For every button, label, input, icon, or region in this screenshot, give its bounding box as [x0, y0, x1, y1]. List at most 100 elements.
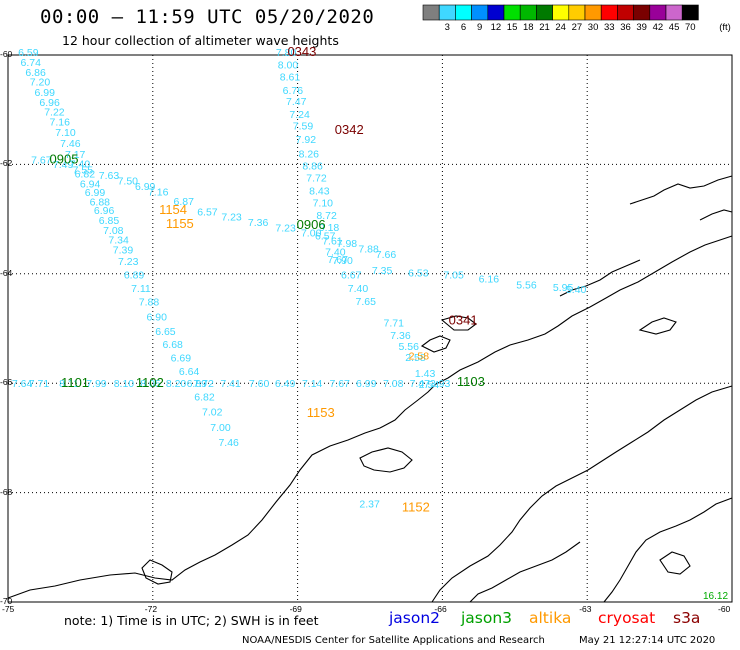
color-scale-label: 21: [539, 22, 550, 33]
swh-value: 6.99: [85, 187, 106, 199]
latitude-label: -68: [0, 486, 13, 497]
swh-value: 7.02: [202, 406, 223, 418]
swh-value: 7.67: [31, 154, 52, 166]
swh-value: 7.36: [390, 330, 411, 342]
color-scale-swatch: [649, 4, 667, 21]
swh-value: 8.43: [309, 185, 330, 197]
pass-time-label: 0905: [50, 151, 79, 166]
swh-value: 7.00: [301, 228, 322, 240]
pass-time-label: 1155: [166, 216, 194, 231]
swh-value: 6.99: [356, 378, 377, 390]
satellite-name-jason2: jason2: [389, 609, 441, 627]
swh-value: 6.67: [341, 270, 362, 282]
pass-time-label: 1102: [136, 375, 164, 390]
swh-value: 7.16: [50, 117, 71, 129]
latitude-label: -62: [0, 158, 13, 169]
swh-value: 7.41: [220, 378, 241, 390]
swh-value: 7.61: [322, 235, 343, 247]
swh-value: 7.47: [286, 96, 307, 108]
latitude-label: -64: [0, 267, 13, 278]
satellite-name-altika: altika: [529, 609, 572, 627]
pass-time-label: 0342: [335, 122, 364, 137]
longitude-label: -75: [2, 604, 15, 614]
color-scale-label: 45: [668, 22, 680, 33]
swh-value: 6.89: [124, 270, 145, 282]
color-scale-label: 9: [477, 22, 483, 33]
swh-value: 6.94: [80, 178, 101, 190]
color-scale-label: 6: [460, 22, 467, 33]
swh-value: 7.11: [131, 283, 151, 295]
color-scale-label: 15: [506, 22, 518, 33]
swh-value: 2.58: [409, 351, 430, 363]
swh-value: 7.71: [29, 378, 50, 390]
swh-value: 6.69: [171, 352, 192, 364]
swh-value: 6.90: [147, 311, 168, 323]
satellite-name-s3a: s3a: [673, 609, 701, 627]
color-scale-swatch: [584, 4, 602, 21]
swh-value: 7.72: [306, 172, 327, 184]
swh-value: 7.17: [65, 149, 86, 161]
color-scale-swatch: [455, 4, 472, 21]
color-scale-swatch: [681, 4, 699, 21]
swh-value: 3.93: [430, 378, 451, 390]
swh-value: 6.59: [18, 47, 39, 59]
swh-value: 7.67: [328, 254, 349, 266]
color-scale-swatch: [617, 4, 634, 21]
color-scale-label: 27: [571, 22, 583, 33]
footer-note: note: 1) Time is in UTC; 2) SWH is in fe…: [64, 613, 319, 628]
swh-value: 7.80: [276, 47, 297, 59]
swh-value: 7.66: [376, 249, 397, 261]
swh-value: 7.36: [248, 217, 269, 229]
swh-value: 7.46: [60, 138, 81, 150]
swh-value: 9.18: [319, 222, 340, 234]
swh-value: 7.55: [73, 165, 94, 177]
coastline-segment: [141, 559, 173, 585]
latitude-label: -60: [0, 49, 13, 59]
swh-value: 6.82: [194, 392, 215, 404]
swh-value: 7.63: [99, 170, 120, 182]
coastline-segment: [440, 315, 477, 331]
swh-value: 7.50: [118, 176, 139, 188]
color-scale-label: 36: [620, 22, 631, 33]
swh-value: 6.99: [35, 87, 56, 99]
swh-value: 6.64: [179, 366, 200, 378]
credit-line: NOAA/NESDIS Center for Satellite Applica…: [242, 635, 545, 646]
swh-value: 2.54: [419, 379, 440, 391]
swh-value: 7.65: [356, 296, 377, 308]
color-scale-label: 42: [652, 22, 664, 33]
swh-value: 7.99: [86, 378, 107, 390]
swh-value: 7.71: [384, 317, 405, 329]
swh-value: 7.49: [53, 159, 74, 171]
swh-value: 7.40: [70, 159, 91, 171]
swh-value: 6.16: [479, 274, 500, 286]
color-scale: [422, 4, 699, 21]
swh-value: 7.05: [443, 270, 464, 282]
swh-value: 7.10: [313, 198, 334, 210]
color-scale-swatch: [487, 4, 505, 21]
swh-value: 6.96: [94, 205, 115, 217]
color-scale-swatch: [422, 4, 440, 21]
map-frame: [7, 54, 733, 603]
coastline: [7, 175, 733, 603]
swh-value: 6.88: [90, 196, 111, 208]
color-scale-swatch: [552, 4, 570, 21]
swh-value: 7.35: [372, 265, 393, 277]
longitude-label: -72: [144, 604, 158, 614]
color-scale-swatch: [600, 4, 618, 21]
color-scale-label: 12: [490, 22, 502, 33]
swh-value: 7.10: [55, 127, 76, 139]
swh-value: 6.57: [197, 206, 218, 218]
coastline-segment: [559, 259, 641, 297]
map-subtitle: 12 hour collection of altimeter wave hei…: [62, 33, 339, 48]
color-scale-swatch: [503, 4, 521, 21]
swh-value: 7.23: [118, 256, 139, 268]
swh-value: 6.65: [155, 326, 176, 338]
swh-value: 7.16: [148, 187, 169, 199]
satellite-name-cryosat: cryosat: [598, 609, 656, 627]
color-scale-unit: (ft): [719, 22, 731, 33]
swh-value: 6.76: [283, 85, 304, 97]
swh-value: 7.23: [221, 212, 242, 224]
swh-value: 6.87: [174, 196, 195, 208]
swh-value: 6.86: [25, 67, 46, 79]
swh-value: 7.59: [293, 120, 314, 132]
